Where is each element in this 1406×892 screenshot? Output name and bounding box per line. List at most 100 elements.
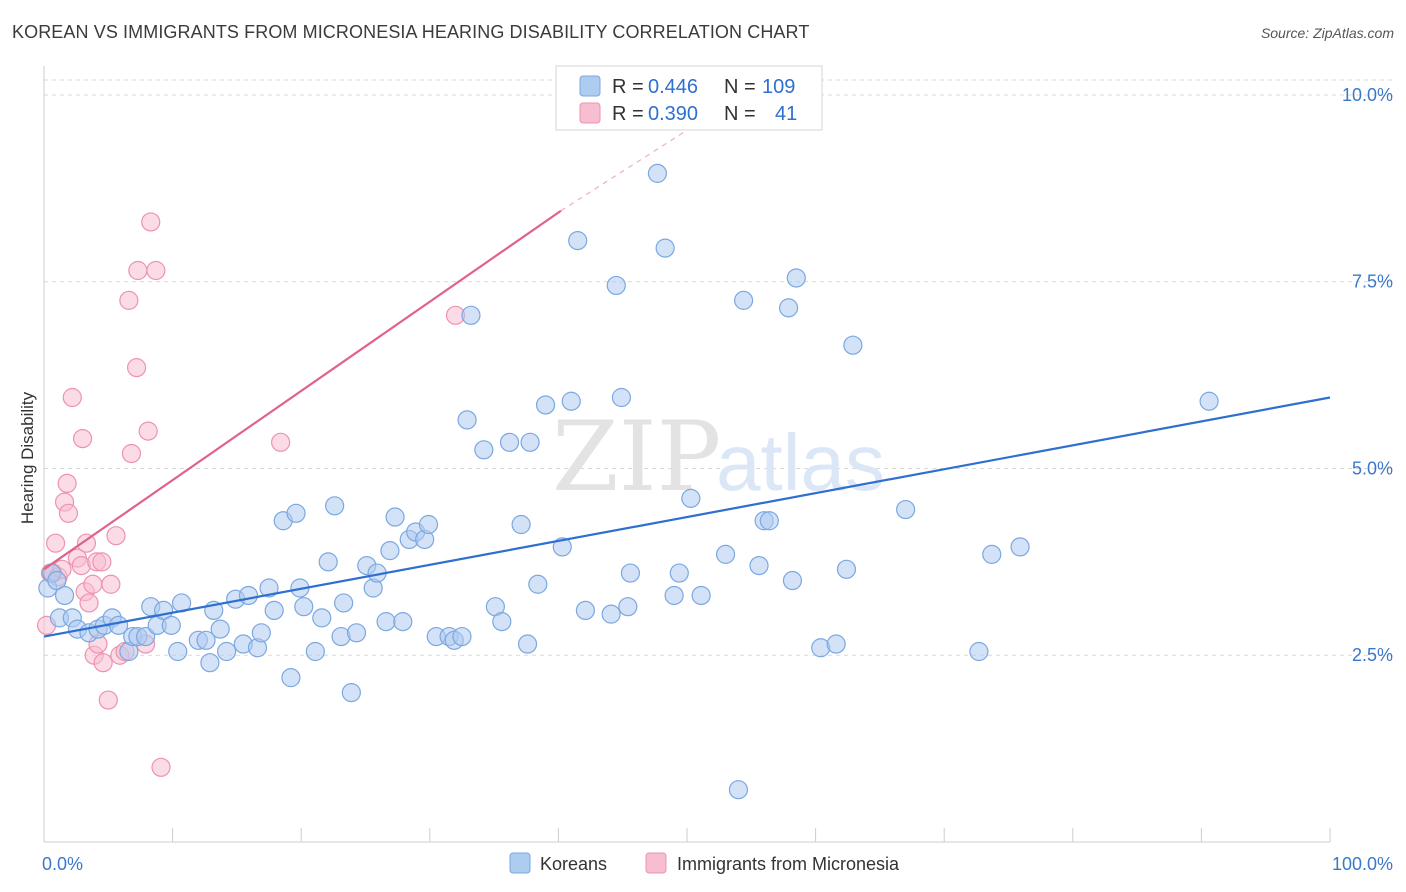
- korean-point: [393, 612, 413, 632]
- legend-r-label: R =: [612, 103, 644, 125]
- korean-point: [728, 780, 749, 800]
- korean-point: [517, 634, 538, 654]
- korean-point: [54, 585, 75, 606]
- korean-trend-line: [43, 396, 1331, 638]
- korean-point: [552, 537, 572, 557]
- y-tick-label: 7.5%: [1352, 272, 1393, 292]
- legend-swatch-blue: [579, 75, 601, 97]
- micronesia-point: [141, 212, 161, 232]
- korean-point: [1199, 391, 1219, 411]
- korean-point: [318, 552, 338, 572]
- micronesia-trend-extension: [560, 128, 690, 212]
- micronesia-point: [128, 260, 148, 281]
- korean-point: [305, 641, 325, 662]
- micronesia-point: [106, 526, 126, 546]
- korean-point: [669, 563, 689, 583]
- korean-point: [238, 585, 259, 606]
- korean-point: [217, 641, 237, 662]
- korean-point: [325, 496, 345, 516]
- korean-point: [826, 634, 846, 654]
- korean-point: [982, 544, 1002, 564]
- korean-point: [135, 626, 156, 647]
- korean-point: [312, 608, 332, 628]
- bottom-legend-label: Immigrants from Micronesia: [677, 854, 900, 874]
- korean-point: [168, 641, 188, 662]
- korean-point: [346, 623, 367, 643]
- korean-point: [1010, 537, 1030, 557]
- watermark-atlas: atlas: [716, 418, 885, 507]
- y-tick-label: 5.0%: [1352, 458, 1393, 478]
- korean-point: [733, 290, 754, 310]
- micronesia-point: [126, 358, 147, 378]
- legend-n-value: 41: [775, 103, 797, 125]
- korean-point: [457, 410, 477, 430]
- korean-point: [196, 630, 216, 650]
- korean-point: [251, 623, 271, 643]
- micronesia-point: [62, 387, 82, 408]
- korean-point: [452, 626, 472, 647]
- korean-point: [778, 298, 799, 318]
- korean-point: [969, 641, 989, 662]
- korean-point: [341, 682, 361, 703]
- micronesia-point: [101, 574, 121, 594]
- korean-point: [836, 559, 857, 579]
- korean-point: [749, 555, 769, 576]
- korean-point: [561, 391, 581, 411]
- x-tick-label: 0.0%: [42, 854, 83, 874]
- micronesia-point: [151, 757, 171, 777]
- korean-point: [843, 335, 863, 355]
- korean-point: [286, 503, 306, 523]
- korean-point: [385, 507, 405, 527]
- korean-point: [264, 600, 284, 621]
- source-label: Source: ZipAtlas.com: [1260, 25, 1394, 41]
- korean-point: [47, 570, 67, 591]
- micronesia-point: [146, 260, 166, 281]
- legend-r-value: 0.390: [648, 103, 698, 125]
- korean-point: [611, 387, 632, 408]
- trend-lines: [43, 128, 1331, 638]
- korean-point: [664, 585, 684, 606]
- korean-point: [334, 593, 354, 613]
- korean-point: [715, 544, 736, 564]
- korean-point: [601, 604, 621, 624]
- micronesia-point: [271, 432, 291, 452]
- korean-point: [161, 615, 181, 635]
- korean-point: [492, 612, 512, 632]
- korean-point: [376, 612, 396, 632]
- bottom-legend-swatch-blue: [509, 852, 531, 874]
- micronesia-point: [76, 533, 97, 553]
- korean-point: [782, 570, 803, 591]
- gridlines: [44, 79, 1392, 656]
- bottom-legend-swatch-pink: [645, 852, 667, 874]
- korean-point: [691, 585, 711, 606]
- watermark: ZIP atlas: [552, 401, 885, 513]
- korean-point: [520, 432, 540, 452]
- korean-point: [200, 653, 220, 673]
- korean-point: [786, 268, 806, 288]
- micronesia-point: [92, 552, 112, 572]
- legend-swatch-pink: [579, 102, 601, 124]
- y-axis-label: Hearing Disability: [18, 391, 37, 524]
- y-tick-label: 10.0%: [1342, 85, 1393, 105]
- korean-point: [461, 305, 481, 325]
- korean-point: [474, 440, 494, 460]
- micronesia-trend-line: [43, 209, 562, 571]
- korean-point: [568, 231, 588, 251]
- legend-r-value: 0.446: [648, 76, 698, 98]
- micronesia-point: [45, 533, 66, 553]
- legend-n-value: 109: [762, 76, 795, 98]
- korean-point: [896, 499, 916, 520]
- korean-point: [606, 275, 626, 296]
- korean-point: [380, 541, 400, 561]
- micronesia-point: [98, 690, 118, 710]
- korean-point: [294, 597, 314, 617]
- korean-point: [655, 238, 675, 258]
- korean-point: [210, 619, 230, 639]
- korean-point: [618, 597, 638, 617]
- micronesia-point: [58, 503, 79, 523]
- korean-point: [535, 395, 556, 415]
- korean-point: [647, 163, 668, 183]
- legend-n-label: N =: [724, 103, 756, 125]
- legend-r-label: R =: [612, 76, 644, 98]
